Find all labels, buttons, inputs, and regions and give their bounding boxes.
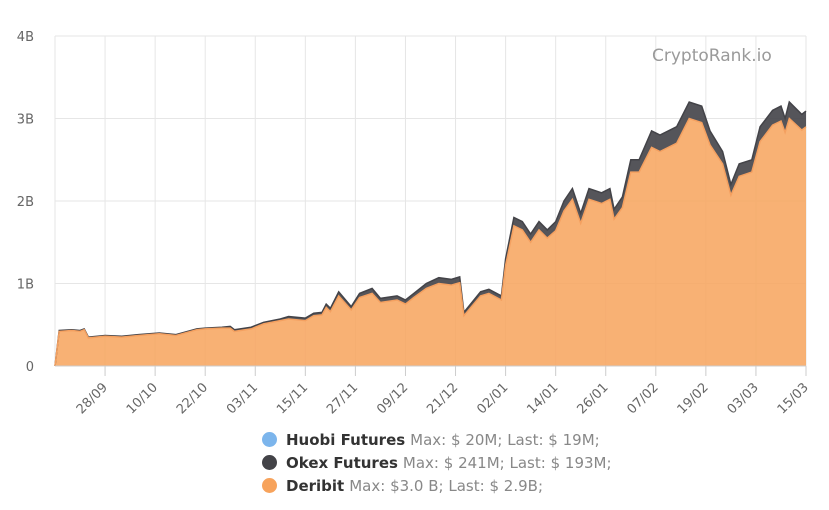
y-tick-label: 0: [26, 360, 34, 375]
x-tick-label: 07/02: [625, 380, 662, 417]
deribit-line: [54, 117, 807, 367]
okex-dot-icon: [262, 455, 277, 470]
x-tick-label: 22/10: [174, 380, 211, 417]
x-tick-label: 10/10: [124, 380, 161, 417]
x-tick-label: 15/11: [274, 380, 311, 417]
x-tick-label: 09/12: [374, 380, 411, 417]
deribit-area: [55, 118, 806, 366]
legend: Huobi Futures Max: $ 20M; Last: $ 19M; Ok…: [262, 428, 612, 497]
x-tick-label: 14/01: [524, 380, 561, 417]
watermark: CryptoRank.io: [652, 46, 772, 66]
deribit-dot-icon: [262, 478, 277, 493]
x-tick-label: 03/03: [725, 380, 762, 417]
x-tick-label: 15/03: [775, 380, 812, 417]
x-tick-label: 02/01: [474, 380, 511, 417]
y-tick-label: 2B: [17, 195, 34, 210]
stacked-area-chart: 0 1B 2B 3B 4B 28/09 10/10 22/10 03/11 15/11 27/11 0…: [17, 30, 812, 417]
huobi-dot-icon: [262, 432, 277, 447]
y-tick-label: 4B: [17, 30, 34, 45]
legend-item-huobi[interactable]: Huobi Futures Max: $ 20M; Last: $ 19M;: [262, 428, 612, 451]
x-tick-label: 21/12: [424, 380, 461, 417]
x-tick-label: 26/01: [574, 380, 611, 417]
x-tick-label: 28/09: [74, 380, 111, 417]
y-tick-label: 1B: [17, 278, 34, 293]
x-tick-label: 19/02: [675, 380, 712, 417]
legend-item-okex[interactable]: Okex Futures Max: $ 241M; Last: $ 193M;: [262, 451, 612, 474]
legend-item-deribit[interactable]: Deribit Max: $3.0 B; Last: $ 2.9B;: [262, 474, 612, 497]
x-tick-label: 03/11: [224, 380, 261, 417]
y-tick-label: 3B: [17, 113, 34, 128]
x-tick-label: 27/11: [324, 380, 361, 417]
